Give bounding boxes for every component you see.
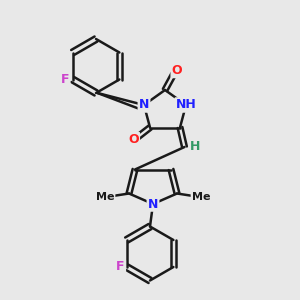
Text: F: F bbox=[61, 73, 69, 86]
Text: Me: Me bbox=[192, 191, 210, 202]
Text: Me: Me bbox=[96, 191, 114, 202]
Text: N: N bbox=[148, 197, 158, 211]
Text: O: O bbox=[172, 64, 182, 77]
Text: N: N bbox=[139, 98, 149, 112]
Text: NH: NH bbox=[176, 98, 197, 112]
Text: H: H bbox=[190, 140, 200, 154]
Text: F: F bbox=[116, 260, 125, 274]
Text: O: O bbox=[128, 133, 139, 146]
